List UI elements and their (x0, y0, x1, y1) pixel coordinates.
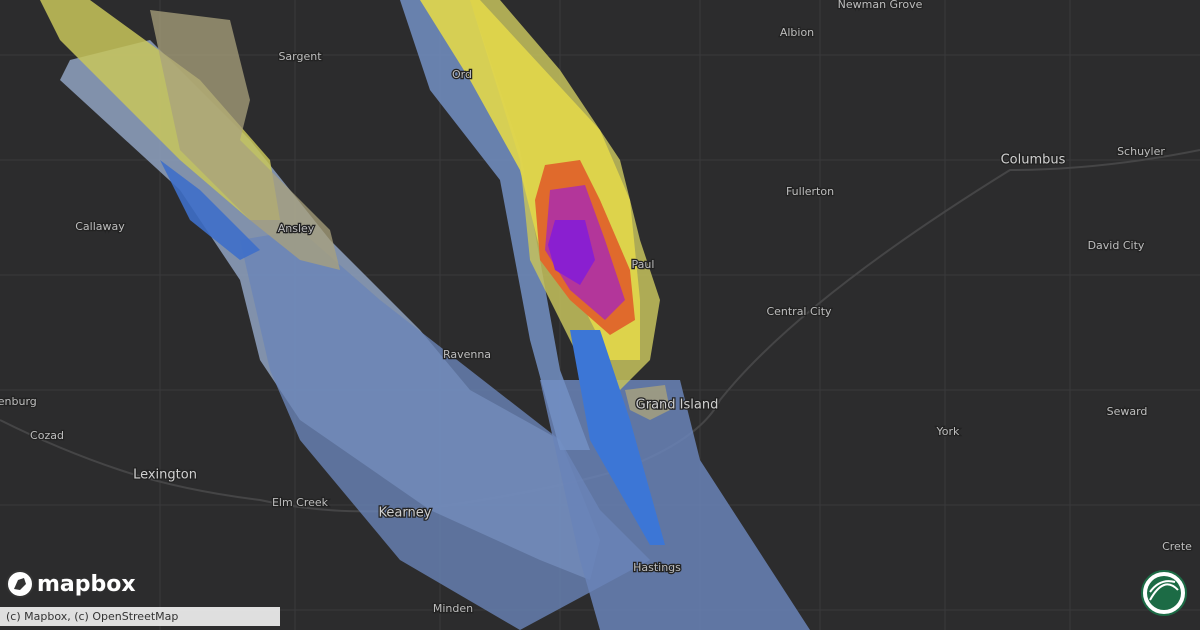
place-label: Minden (433, 602, 473, 615)
storm-swaths (40, 0, 810, 630)
logo-text: mapbox (37, 572, 136, 597)
attribution-bg (0, 607, 280, 626)
place-label: York (936, 425, 961, 438)
place-label: Lexington (133, 468, 197, 483)
brand-badge (1141, 570, 1187, 616)
mapbox-logo[interactable]: mapbox (6, 570, 136, 598)
place-label: Ord (452, 68, 472, 81)
place-label: Newman Grove (838, 0, 923, 11)
place-label: Kearney (379, 506, 432, 521)
place-label: Paul (632, 258, 655, 271)
place-label: Ravenna (443, 348, 491, 361)
place-label: Seward (1107, 405, 1148, 418)
place-label: Cozad (30, 429, 64, 442)
place-label: Grand Island (636, 398, 719, 413)
place-label: Fullerton (786, 185, 834, 198)
place-label: Crete (1162, 540, 1192, 553)
place-label: Sargent (278, 50, 322, 63)
place-label: Albion (780, 26, 814, 39)
place-label: Ansley (278, 222, 315, 235)
place-label: Elm Creek (272, 496, 329, 509)
attribution[interactable]: (c) Mapbox, (c) OpenStreetMap (6, 610, 178, 623)
place-label: Hastings (633, 561, 681, 574)
place-label: Callaway (75, 220, 125, 233)
place-label: Central City (766, 305, 832, 318)
place-label: Gothenburg (0, 395, 37, 408)
place-label: Columbus (1001, 153, 1066, 168)
place-label: Schuyler (1117, 145, 1165, 158)
place-label: David City (1088, 239, 1145, 252)
